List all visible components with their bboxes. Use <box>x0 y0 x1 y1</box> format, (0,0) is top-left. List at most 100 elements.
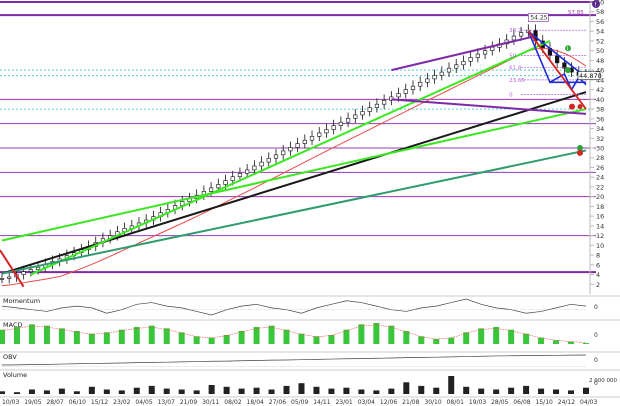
candle-body <box>360 111 365 116</box>
price-tick-label: 46 <box>596 67 604 75</box>
price-tick-label: 20 <box>596 193 604 201</box>
candle-body <box>216 184 221 189</box>
macd-bar <box>283 329 290 344</box>
macd-bar <box>163 328 170 344</box>
price-tick-label: 52 <box>596 37 604 45</box>
date-tick-label: 05/09 <box>291 399 308 406</box>
candle-body <box>461 61 466 66</box>
macd-bar <box>28 324 35 344</box>
date-tick-label: 08/01 <box>447 399 464 406</box>
date-tick-label: 15/10 <box>536 399 553 406</box>
date-tick-label: 04/05 <box>135 399 152 406</box>
volume-bar <box>463 386 470 394</box>
marker-5-icon[interactable] <box>577 104 583 110</box>
price-tick-label: 28 <box>596 154 604 162</box>
price-tick-label: 42 <box>596 86 604 94</box>
marker-red-icon[interactable] <box>569 103 575 110</box>
price-tick-label: 48 <box>596 57 604 65</box>
candle-body <box>28 269 33 272</box>
candle-body <box>519 32 524 37</box>
volume-bar <box>283 385 290 394</box>
volume-bar <box>73 391 80 394</box>
date-tick-label: 21/08 <box>402 399 419 406</box>
volume-bar <box>268 389 275 394</box>
candle-body <box>208 187 214 192</box>
candle-body <box>353 114 358 119</box>
date-tick-label: 27/06 <box>269 399 286 406</box>
macd-bar <box>223 335 230 344</box>
candle-body <box>446 67 452 73</box>
candle-body <box>403 89 408 94</box>
trend-line <box>1 149 587 275</box>
volume-bar <box>433 387 440 394</box>
candle-body <box>317 132 322 137</box>
macd-bar <box>523 333 530 344</box>
price-tick-label: 54 <box>596 28 604 36</box>
volume-bar <box>103 389 110 394</box>
marker-3-icon[interactable] <box>577 145 583 151</box>
macd-bar <box>253 327 260 344</box>
volume-bar <box>223 386 230 394</box>
marker-4-icon[interactable] <box>577 149 583 156</box>
price-tick-label: 22 <box>596 183 604 191</box>
price-tick-label: 6 <box>596 261 600 269</box>
volume-bar <box>403 382 410 394</box>
volume-bar <box>313 386 320 394</box>
candle-body <box>345 118 351 123</box>
price-tick-label: 26 <box>596 164 604 172</box>
info-icon[interactable] <box>592 0 600 8</box>
candle-body <box>482 50 488 55</box>
macd-bar <box>148 325 155 344</box>
triangle-upper <box>527 30 587 79</box>
pane-axis-label: 2 000 000 <box>589 378 617 384</box>
candle-body <box>230 176 235 181</box>
candle-body <box>273 154 279 159</box>
current-price-box <box>577 71 601 80</box>
date-tick-label: 14/11 <box>313 399 330 406</box>
macd-bar <box>133 327 140 344</box>
candle-body <box>382 100 387 105</box>
macd-bar <box>343 329 350 344</box>
candle-body <box>396 93 401 98</box>
volume-bar <box>418 385 425 394</box>
date-tick-label: 21/09 <box>180 399 197 406</box>
macd-bar <box>313 336 320 344</box>
macd-bar <box>388 325 395 344</box>
fib-level-label: 38.2 <box>509 28 521 34</box>
peak-label-box <box>528 13 549 22</box>
volume-bar <box>178 389 185 394</box>
pane-series-line <box>1 354 587 366</box>
candle-body <box>418 82 423 87</box>
fib-level-label: 61.8 <box>509 66 522 72</box>
macd-bar <box>13 327 20 344</box>
red-trend-line <box>527 30 587 110</box>
date-tick-label: 06/08 <box>513 399 530 406</box>
volume-bar <box>448 376 455 394</box>
volume-bar <box>388 388 395 394</box>
info-badge: ! <box>595 2 597 9</box>
volume-bar <box>238 388 245 394</box>
date-axis: 10/03 19/05 28/07 06/10 15/12 23/02 04/05 13/07… <box>0 396 620 406</box>
macd-bar <box>583 343 589 344</box>
pane-title: MACD <box>3 321 22 329</box>
marker-2-icon[interactable] <box>565 67 571 74</box>
candle-body <box>410 85 416 90</box>
macd-bar <box>268 325 275 344</box>
candle-body <box>475 53 480 58</box>
marker-1-icon[interactable] <box>565 45 571 52</box>
date-tick-label: 28/05 <box>491 399 508 406</box>
candle-body <box>425 78 430 83</box>
volume-bar <box>163 388 170 394</box>
candle-body <box>252 165 257 171</box>
pane-zero-label: 0 <box>594 332 598 339</box>
macd-bar <box>118 329 125 344</box>
volume-bar <box>208 385 215 394</box>
candle-body <box>562 62 567 69</box>
candle-body <box>331 125 336 130</box>
macd-bar <box>463 332 470 344</box>
